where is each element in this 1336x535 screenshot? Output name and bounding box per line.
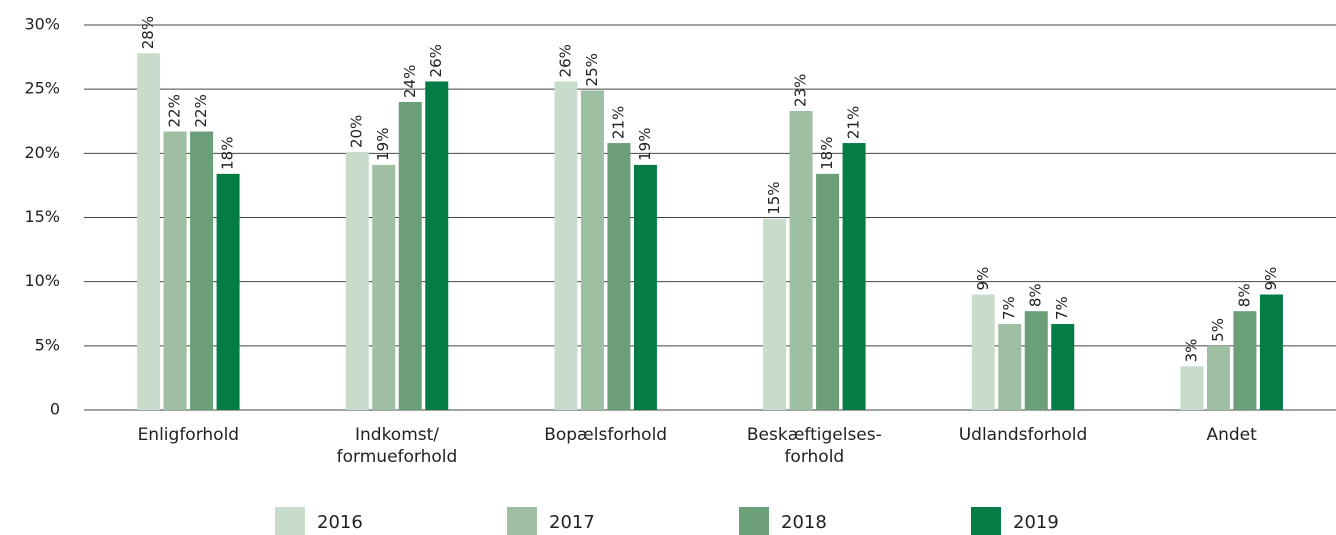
bar: [1180, 366, 1204, 410]
legend-label: 2018: [781, 512, 827, 533]
data-label: 26%: [427, 44, 445, 77]
data-label: 7%: [1000, 296, 1018, 320]
bar: [816, 173, 840, 410]
legend-swatch: [971, 507, 1001, 535]
data-label: 8%: [1235, 283, 1253, 307]
data-label: 28%: [139, 16, 157, 49]
y-tick-label: 5%: [35, 335, 60, 354]
legend-label: 2017: [549, 512, 595, 533]
x-tick-label: Udlandsforhold: [958, 425, 1088, 445]
data-label: 3%: [1182, 339, 1200, 363]
bar: [971, 294, 995, 410]
bar: [190, 131, 214, 410]
bar: [345, 152, 369, 411]
data-label: 18%: [818, 137, 836, 170]
x-tick-label: Enligforhold: [137, 425, 240, 445]
legend-label: 2019: [1013, 512, 1059, 533]
bar: [763, 218, 787, 410]
legend-swatch: [275, 507, 305, 535]
y-tick-label: 0: [50, 400, 60, 419]
bar: [789, 110, 813, 410]
y-tick-label: 30%: [24, 15, 60, 34]
x-tick-label: Bopælsforhold: [544, 425, 668, 445]
data-label: 23%: [792, 74, 810, 107]
data-label: 24%: [401, 65, 419, 98]
data-label: 7%: [1053, 296, 1071, 320]
bar: [216, 173, 240, 410]
data-label: 5%: [1209, 318, 1227, 342]
y-tick-label: 10%: [24, 271, 60, 290]
data-label: 18%: [219, 137, 237, 170]
legend-swatch: [507, 507, 537, 535]
bar: [425, 81, 449, 410]
data-label: 8%: [1027, 283, 1045, 307]
x-tick-label: Andet: [1206, 425, 1257, 445]
y-tick-label: 15%: [24, 207, 60, 226]
data-label: 22%: [192, 94, 210, 127]
bar: [1051, 324, 1075, 410]
data-label: 20%: [348, 115, 366, 148]
data-label: 21%: [845, 106, 863, 139]
y-tick-label: 20%: [24, 143, 60, 162]
bar: [163, 131, 187, 410]
bar: [1206, 345, 1230, 410]
x-tick-label: Beskæftigelses- forhold: [746, 425, 882, 467]
data-label: 26%: [556, 44, 574, 77]
data-label: 19%: [374, 128, 392, 161]
data-label: 25%: [583, 53, 601, 86]
bar: [633, 164, 657, 410]
data-label: 9%: [974, 267, 992, 291]
bar: [554, 81, 578, 410]
bar: [372, 164, 396, 410]
bar: [398, 102, 422, 410]
bar: [842, 143, 866, 411]
bar: [137, 53, 161, 410]
data-label: 22%: [166, 94, 184, 127]
data-label: 19%: [636, 128, 654, 161]
bar: [998, 324, 1022, 410]
legend-swatch: [739, 507, 769, 535]
legend-label: 2016: [317, 512, 363, 533]
bar: [1259, 294, 1283, 410]
bar: [1233, 311, 1257, 410]
x-tick-label: Indkomst/ formueforhold: [336, 425, 458, 467]
bar: [1024, 311, 1048, 410]
y-tick-label: 25%: [24, 79, 60, 98]
bar: [580, 90, 604, 410]
data-label: 21%: [609, 106, 627, 139]
bar: [607, 143, 631, 411]
data-label: 9%: [1262, 267, 1280, 291]
data-label: 15%: [765, 181, 783, 214]
